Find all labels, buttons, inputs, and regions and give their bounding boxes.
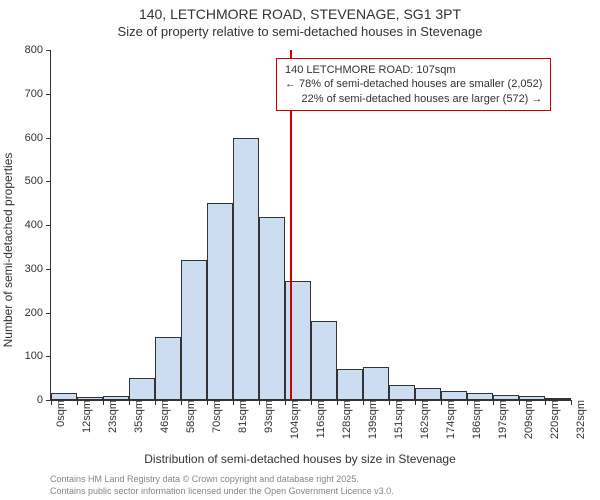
plot-area: 01002003004005006007008000sqm12sqm23sqm3… xyxy=(50,50,571,401)
x-tick-label: 174sqm xyxy=(439,400,457,439)
x-tick-label: 162sqm xyxy=(413,400,431,439)
x-tick-label: 0sqm xyxy=(49,400,67,427)
y-tick-label: 600 xyxy=(25,132,51,144)
histogram-bar xyxy=(103,396,129,400)
x-tick-label: 104sqm xyxy=(283,400,301,439)
x-tick-label: 70sqm xyxy=(205,400,223,433)
x-tick-label: 128sqm xyxy=(335,400,353,439)
y-tick-label: 500 xyxy=(25,175,51,187)
histogram-bar xyxy=(545,398,571,400)
histogram-bar xyxy=(337,369,363,400)
histogram-bar xyxy=(51,393,77,400)
chart-container: 140, LETCHMORE ROAD, STEVENAGE, SG1 3PT … xyxy=(0,0,600,500)
histogram-bar xyxy=(259,217,285,400)
chart-title-line2: Size of property relative to semi-detach… xyxy=(0,24,600,39)
y-tick-label: 800 xyxy=(25,44,51,56)
footnote-1: Contains HM Land Registry data © Crown c… xyxy=(50,474,359,484)
y-tick-label: 300 xyxy=(25,263,51,275)
histogram-bar xyxy=(311,321,337,400)
x-tick-label: 23sqm xyxy=(101,400,119,433)
histogram-bar xyxy=(155,337,181,400)
y-axis-label: Number of semi-detached properties xyxy=(1,153,15,348)
histogram-bar xyxy=(415,388,441,400)
y-tick-label: 700 xyxy=(25,88,51,100)
histogram-bar xyxy=(389,385,415,400)
x-tick-label: 81sqm xyxy=(231,400,249,433)
histogram-bar xyxy=(519,396,545,400)
histogram-bar xyxy=(441,391,467,400)
histogram-bar xyxy=(129,378,155,400)
x-tick-label: 12sqm xyxy=(75,400,93,433)
histogram-bar xyxy=(467,393,493,400)
histogram-bar xyxy=(493,395,519,400)
y-tick-label: 100 xyxy=(25,350,51,362)
y-tick-label: 400 xyxy=(25,219,51,231)
histogram-bar xyxy=(77,397,103,401)
x-tick-label: 186sqm xyxy=(465,400,483,439)
annotation-line: 140 LETCHMORE ROAD: 107sqm xyxy=(285,63,542,77)
histogram-bar xyxy=(181,260,207,400)
x-axis-label: Distribution of semi-detached houses by … xyxy=(0,452,600,466)
x-tick-label: 93sqm xyxy=(257,400,275,433)
histogram-bar xyxy=(363,367,389,400)
x-tick-label: 46sqm xyxy=(153,400,171,433)
x-tick-label: 232sqm xyxy=(569,400,587,439)
annotation-line: 22% of semi-detached houses are larger (… xyxy=(285,92,542,106)
histogram-bar xyxy=(207,203,233,400)
histogram-bar xyxy=(285,281,311,400)
x-tick-label: 220sqm xyxy=(543,400,561,439)
y-tick-label: 200 xyxy=(25,307,51,319)
x-tick-label: 209sqm xyxy=(517,400,535,439)
annotation-line: ← 78% of semi-detached houses are smalle… xyxy=(285,77,542,91)
x-tick-label: 58sqm xyxy=(179,400,197,433)
x-tick-label: 35sqm xyxy=(127,400,145,433)
chart-title-line1: 140, LETCHMORE ROAD, STEVENAGE, SG1 3PT xyxy=(0,6,600,22)
x-tick-label: 197sqm xyxy=(491,400,509,439)
x-tick-label: 116sqm xyxy=(309,400,327,438)
footnote-2: Contains public sector information licen… xyxy=(50,486,394,496)
x-tick-label: 151sqm xyxy=(387,400,405,439)
annotation-box: 140 LETCHMORE ROAD: 107sqm← 78% of semi-… xyxy=(276,58,551,111)
histogram-bar xyxy=(233,138,259,401)
x-tick-label: 139sqm xyxy=(361,400,379,439)
